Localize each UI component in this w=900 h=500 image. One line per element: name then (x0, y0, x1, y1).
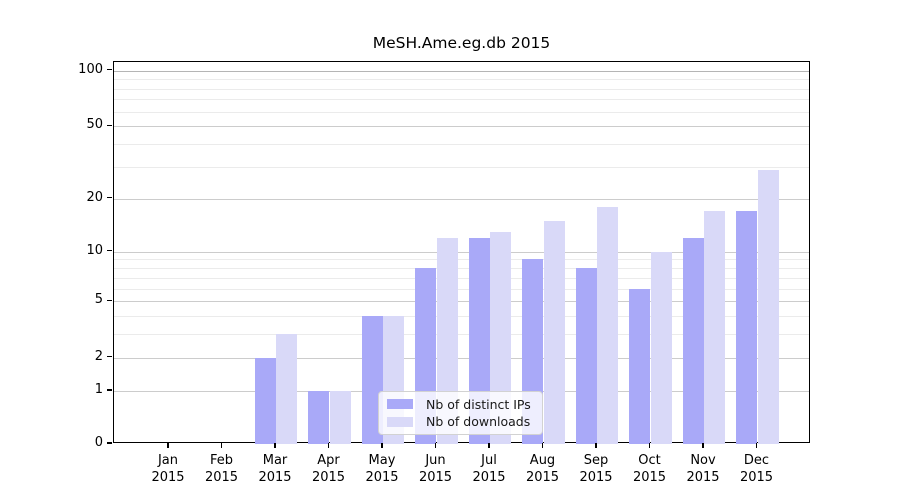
gridline-major (114, 301, 809, 303)
y-axis-tick (106, 356, 112, 358)
y-axis-tick-label: 5 (94, 292, 103, 308)
bar-downloads-aug (543, 221, 565, 444)
gridline-minor (114, 88, 809, 90)
plot-area (113, 61, 810, 444)
x-axis-tick (167, 443, 169, 448)
gridline-minor (114, 277, 809, 279)
legend-label-downloads: Nb of downloads (426, 414, 531, 430)
x-axis-tick-label: Dec 2015 (739, 453, 774, 485)
bar-downloads-jul (490, 231, 512, 444)
chart-title: MeSH.Ame.eg.db 2015 (372, 34, 551, 52)
gridline-major (114, 198, 809, 200)
bar-downloads-sep (597, 207, 619, 444)
legend-swatch-downloads (387, 416, 413, 427)
gridline-major (114, 70, 809, 72)
gridline-minor (114, 268, 809, 269)
y-axis-tick (106, 124, 112, 126)
bar-distinct-ips-nov (682, 238, 704, 444)
y-axis-tick-label: 20 (86, 189, 103, 205)
x-axis-tick (595, 443, 597, 448)
legend-label-distinct-ips: Nb of distinct IPs (426, 396, 531, 412)
y-axis-tick-label: 100 (78, 61, 103, 77)
y-axis-tick (106, 249, 112, 252)
bar-distinct-ips-oct (629, 288, 651, 444)
bar-downloads-oct (650, 251, 672, 444)
gridline-minor (114, 288, 809, 290)
gridline-minor (114, 316, 809, 318)
x-axis-tick (755, 443, 758, 448)
bar-distinct-ips-may (361, 316, 383, 444)
x-axis-tick (488, 443, 490, 448)
legend-swatch-distinct-ips (387, 399, 413, 410)
gridline-minor (114, 259, 809, 261)
bar-downloads-nov (704, 211, 726, 444)
x-axis-tick (327, 443, 330, 448)
y-axis-tick-label: 0 (94, 435, 103, 450)
x-axis-tick (702, 443, 704, 448)
x-axis-tick-label: Oct 2015 (632, 453, 667, 485)
gridline-minor (114, 99, 809, 101)
legend: Nb of distinct IPs Nb of downloads (378, 391, 543, 435)
x-axis-tick-label: Mar 2015 (258, 453, 292, 485)
gridline-minor (114, 167, 809, 168)
x-axis-tick (648, 443, 651, 448)
x-axis-tick-label: May 2015 (365, 453, 399, 485)
x-axis-tick-label: Jan 2015 (151, 453, 185, 485)
bar-distinct-ips-sep (575, 268, 597, 444)
x-axis-tick-label: Jul 2015 (472, 453, 506, 485)
gridline-major (114, 126, 809, 128)
x-axis-tick (541, 443, 544, 448)
bar-downloads-dec (757, 169, 779, 444)
bar-downloads-mar (276, 334, 298, 444)
y-axis-tick (106, 299, 112, 301)
x-axis-tick-label: Apr 2015 (311, 453, 346, 485)
gridline-minor (114, 144, 809, 146)
y-axis-tick-label: 50 (86, 117, 103, 133)
gridline-minor (114, 334, 809, 336)
x-axis-tick (274, 443, 276, 448)
x-axis-tick-label: Feb 2015 (204, 453, 239, 485)
y-axis-tick (106, 197, 112, 199)
x-axis-tick-label: Sep 2015 (579, 453, 613, 485)
x-axis-tick-label: Aug 2015 (525, 453, 560, 485)
x-axis-tick-label: Nov 2015 (686, 453, 720, 485)
x-axis-tick (434, 443, 437, 448)
y-axis-tick-label: 1 (94, 382, 103, 397)
gridline-major (114, 251, 809, 253)
legend-item: Nb of downloads (387, 414, 534, 429)
bar-distinct-ips-apr (308, 391, 330, 444)
gridline-minor (114, 111, 809, 113)
y-axis-tick (106, 442, 112, 444)
y-axis-tick-label: 10 (86, 242, 103, 258)
x-axis-tick (381, 443, 383, 448)
bar-distinct-ips-dec (736, 211, 758, 444)
y-axis-tick (106, 68, 112, 71)
bar-downloads-apr (329, 391, 351, 444)
x-axis-tick-label: Jun 2015 (418, 453, 453, 485)
legend-item: Nb of distinct IPs (387, 397, 534, 412)
x-axis-tick (220, 443, 223, 448)
gridline-minor (114, 79, 809, 80)
gridline-major (114, 357, 809, 359)
y-axis-tick-label: 2 (94, 348, 103, 364)
bar-distinct-ips-mar (254, 357, 276, 444)
y-axis-tick (106, 389, 112, 391)
